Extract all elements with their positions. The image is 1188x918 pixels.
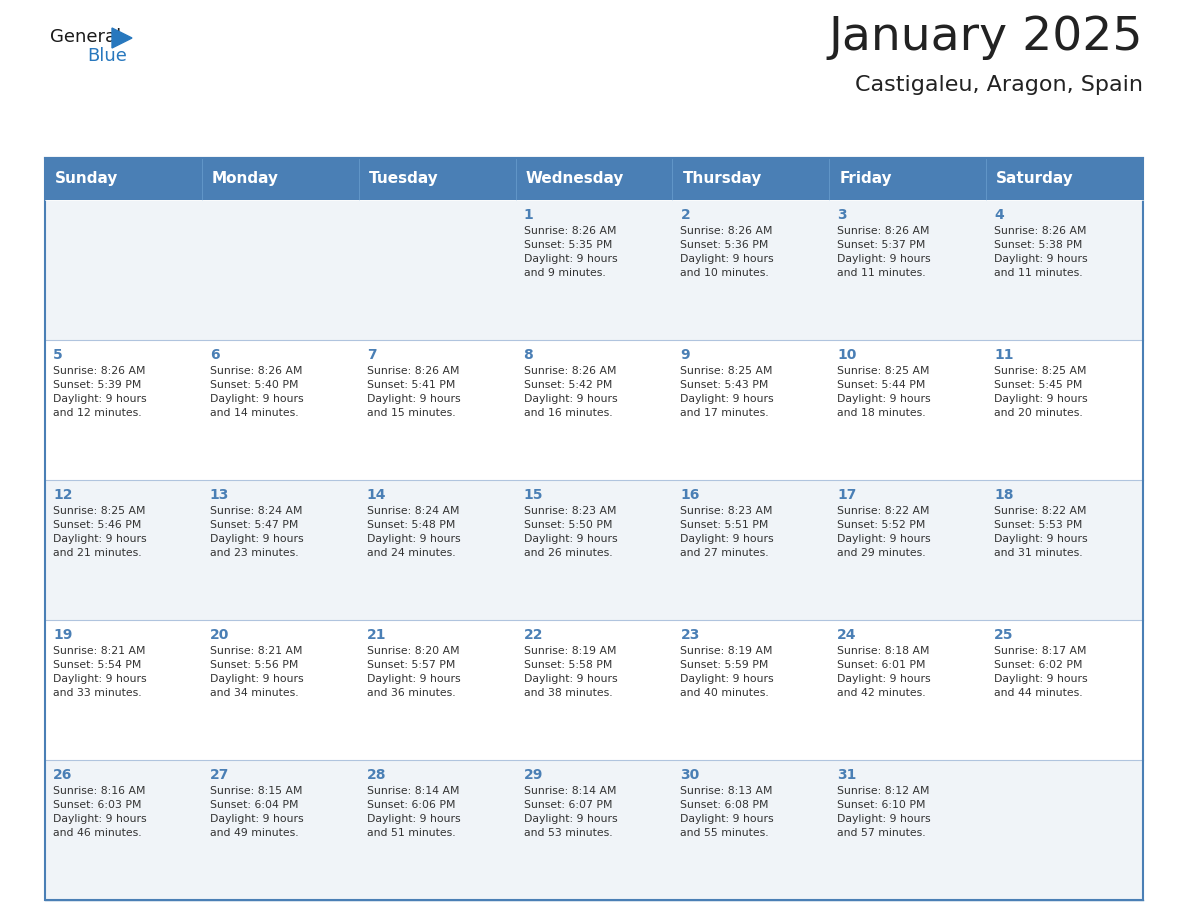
Text: 30: 30 (681, 768, 700, 782)
Text: 26: 26 (53, 768, 72, 782)
Text: 3: 3 (838, 208, 847, 222)
Text: 12: 12 (53, 488, 72, 502)
Text: Sunrise: 8:20 AM
Sunset: 5:57 PM
Daylight: 9 hours
and 36 minutes.: Sunrise: 8:20 AM Sunset: 5:57 PM Dayligh… (367, 646, 460, 698)
Bar (45, 158, 1143, 900)
Bar (45, 158, 1143, 200)
Text: Sunrise: 8:21 AM
Sunset: 5:56 PM
Daylight: 9 hours
and 34 minutes.: Sunrise: 8:21 AM Sunset: 5:56 PM Dayligh… (210, 646, 303, 698)
Text: 8: 8 (524, 348, 533, 362)
Text: Sunrise: 8:25 AM
Sunset: 5:44 PM
Daylight: 9 hours
and 18 minutes.: Sunrise: 8:25 AM Sunset: 5:44 PM Dayligh… (838, 366, 931, 418)
Bar (45, 340, 1143, 480)
Polygon shape (112, 28, 132, 48)
Text: Sunrise: 8:14 AM
Sunset: 6:07 PM
Daylight: 9 hours
and 53 minutes.: Sunrise: 8:14 AM Sunset: 6:07 PM Dayligh… (524, 786, 618, 838)
Text: Blue: Blue (87, 47, 127, 65)
Text: 29: 29 (524, 768, 543, 782)
Text: 24: 24 (838, 628, 857, 642)
Text: Sunrise: 8:26 AM
Sunset: 5:36 PM
Daylight: 9 hours
and 10 minutes.: Sunrise: 8:26 AM Sunset: 5:36 PM Dayligh… (681, 226, 775, 278)
Text: Sunrise: 8:14 AM
Sunset: 6:06 PM
Daylight: 9 hours
and 51 minutes.: Sunrise: 8:14 AM Sunset: 6:06 PM Dayligh… (367, 786, 460, 838)
Text: January 2025: January 2025 (828, 15, 1143, 60)
Text: Sunrise: 8:13 AM
Sunset: 6:08 PM
Daylight: 9 hours
and 55 minutes.: Sunrise: 8:13 AM Sunset: 6:08 PM Dayligh… (681, 786, 775, 838)
Text: 23: 23 (681, 628, 700, 642)
Text: 11: 11 (994, 348, 1013, 362)
Text: 6: 6 (210, 348, 220, 362)
Text: 5: 5 (53, 348, 63, 362)
Text: Sunrise: 8:25 AM
Sunset: 5:45 PM
Daylight: 9 hours
and 20 minutes.: Sunrise: 8:25 AM Sunset: 5:45 PM Dayligh… (994, 366, 1088, 418)
Text: Sunrise: 8:12 AM
Sunset: 6:10 PM
Daylight: 9 hours
and 57 minutes.: Sunrise: 8:12 AM Sunset: 6:10 PM Dayligh… (838, 786, 931, 838)
Bar (45, 760, 1143, 900)
Text: 9: 9 (681, 348, 690, 362)
Text: Sunrise: 8:18 AM
Sunset: 6:01 PM
Daylight: 9 hours
and 42 minutes.: Sunrise: 8:18 AM Sunset: 6:01 PM Dayligh… (838, 646, 931, 698)
Text: Sunrise: 8:25 AM
Sunset: 5:43 PM
Daylight: 9 hours
and 17 minutes.: Sunrise: 8:25 AM Sunset: 5:43 PM Dayligh… (681, 366, 775, 418)
Bar (45, 480, 1143, 620)
Text: 18: 18 (994, 488, 1013, 502)
Text: Sunrise: 8:23 AM
Sunset: 5:51 PM
Daylight: 9 hours
and 27 minutes.: Sunrise: 8:23 AM Sunset: 5:51 PM Dayligh… (681, 506, 775, 558)
Text: General: General (50, 28, 121, 46)
Text: 21: 21 (367, 628, 386, 642)
Text: 25: 25 (994, 628, 1013, 642)
Text: Thursday: Thursday (682, 172, 762, 186)
Text: Wednesday: Wednesday (525, 172, 624, 186)
Text: Sunrise: 8:23 AM
Sunset: 5:50 PM
Daylight: 9 hours
and 26 minutes.: Sunrise: 8:23 AM Sunset: 5:50 PM Dayligh… (524, 506, 618, 558)
Text: Monday: Monday (211, 172, 279, 186)
Text: 31: 31 (838, 768, 857, 782)
Text: Sunrise: 8:19 AM
Sunset: 5:58 PM
Daylight: 9 hours
and 38 minutes.: Sunrise: 8:19 AM Sunset: 5:58 PM Dayligh… (524, 646, 618, 698)
Text: Sunrise: 8:19 AM
Sunset: 5:59 PM
Daylight: 9 hours
and 40 minutes.: Sunrise: 8:19 AM Sunset: 5:59 PM Dayligh… (681, 646, 775, 698)
Text: Friday: Friday (839, 172, 892, 186)
Text: Castigaleu, Aragon, Spain: Castigaleu, Aragon, Spain (855, 75, 1143, 95)
Text: Sunrise: 8:26 AM
Sunset: 5:42 PM
Daylight: 9 hours
and 16 minutes.: Sunrise: 8:26 AM Sunset: 5:42 PM Dayligh… (524, 366, 618, 418)
Text: Sunrise: 8:24 AM
Sunset: 5:47 PM
Daylight: 9 hours
and 23 minutes.: Sunrise: 8:24 AM Sunset: 5:47 PM Dayligh… (210, 506, 303, 558)
Text: 13: 13 (210, 488, 229, 502)
Text: Saturday: Saturday (997, 172, 1074, 186)
Text: 16: 16 (681, 488, 700, 502)
Text: Sunrise: 8:26 AM
Sunset: 5:35 PM
Daylight: 9 hours
and 9 minutes.: Sunrise: 8:26 AM Sunset: 5:35 PM Dayligh… (524, 226, 618, 278)
Text: Tuesday: Tuesday (368, 172, 438, 186)
Text: 28: 28 (367, 768, 386, 782)
Text: Sunrise: 8:16 AM
Sunset: 6:03 PM
Daylight: 9 hours
and 46 minutes.: Sunrise: 8:16 AM Sunset: 6:03 PM Dayligh… (53, 786, 146, 838)
Text: Sunrise: 8:25 AM
Sunset: 5:46 PM
Daylight: 9 hours
and 21 minutes.: Sunrise: 8:25 AM Sunset: 5:46 PM Dayligh… (53, 506, 146, 558)
Text: Sunrise: 8:21 AM
Sunset: 5:54 PM
Daylight: 9 hours
and 33 minutes.: Sunrise: 8:21 AM Sunset: 5:54 PM Dayligh… (53, 646, 146, 698)
Text: Sunday: Sunday (55, 172, 119, 186)
Text: Sunrise: 8:24 AM
Sunset: 5:48 PM
Daylight: 9 hours
and 24 minutes.: Sunrise: 8:24 AM Sunset: 5:48 PM Dayligh… (367, 506, 460, 558)
Bar (45, 620, 1143, 760)
Text: Sunrise: 8:26 AM
Sunset: 5:37 PM
Daylight: 9 hours
and 11 minutes.: Sunrise: 8:26 AM Sunset: 5:37 PM Dayligh… (838, 226, 931, 278)
Text: 10: 10 (838, 348, 857, 362)
Bar (45, 200, 1143, 340)
Text: 19: 19 (53, 628, 72, 642)
Text: Sunrise: 8:26 AM
Sunset: 5:40 PM
Daylight: 9 hours
and 14 minutes.: Sunrise: 8:26 AM Sunset: 5:40 PM Dayligh… (210, 366, 303, 418)
Text: 17: 17 (838, 488, 857, 502)
Text: Sunrise: 8:22 AM
Sunset: 5:52 PM
Daylight: 9 hours
and 29 minutes.: Sunrise: 8:22 AM Sunset: 5:52 PM Dayligh… (838, 506, 931, 558)
Text: 1: 1 (524, 208, 533, 222)
Text: Sunrise: 8:26 AM
Sunset: 5:38 PM
Daylight: 9 hours
and 11 minutes.: Sunrise: 8:26 AM Sunset: 5:38 PM Dayligh… (994, 226, 1088, 278)
Text: 15: 15 (524, 488, 543, 502)
Text: 22: 22 (524, 628, 543, 642)
Text: Sunrise: 8:15 AM
Sunset: 6:04 PM
Daylight: 9 hours
and 49 minutes.: Sunrise: 8:15 AM Sunset: 6:04 PM Dayligh… (210, 786, 303, 838)
Text: 27: 27 (210, 768, 229, 782)
Text: Sunrise: 8:17 AM
Sunset: 6:02 PM
Daylight: 9 hours
and 44 minutes.: Sunrise: 8:17 AM Sunset: 6:02 PM Dayligh… (994, 646, 1088, 698)
Text: Sunrise: 8:26 AM
Sunset: 5:41 PM
Daylight: 9 hours
and 15 minutes.: Sunrise: 8:26 AM Sunset: 5:41 PM Dayligh… (367, 366, 460, 418)
Text: 14: 14 (367, 488, 386, 502)
Text: 20: 20 (210, 628, 229, 642)
Text: 2: 2 (681, 208, 690, 222)
Text: 7: 7 (367, 348, 377, 362)
Text: Sunrise: 8:26 AM
Sunset: 5:39 PM
Daylight: 9 hours
and 12 minutes.: Sunrise: 8:26 AM Sunset: 5:39 PM Dayligh… (53, 366, 146, 418)
Text: Sunrise: 8:22 AM
Sunset: 5:53 PM
Daylight: 9 hours
and 31 minutes.: Sunrise: 8:22 AM Sunset: 5:53 PM Dayligh… (994, 506, 1088, 558)
Text: 4: 4 (994, 208, 1004, 222)
